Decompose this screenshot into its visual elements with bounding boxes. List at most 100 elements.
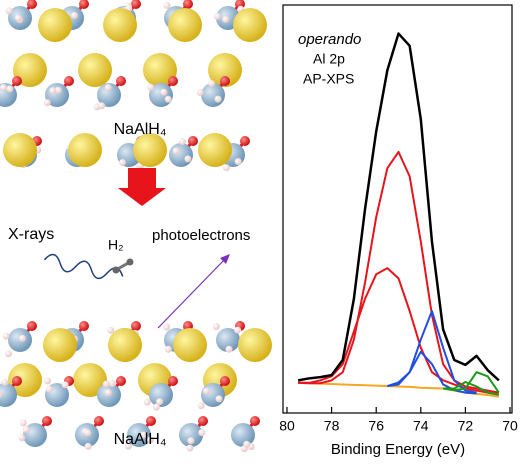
- h-atom: [234, 158, 242, 166]
- o-atom: [188, 136, 198, 146]
- na-atom: [198, 133, 232, 167]
- xray-wave: [43, 253, 124, 280]
- h-atom: [163, 1, 171, 9]
- o-atom: [220, 376, 230, 386]
- o-atom: [250, 416, 260, 426]
- na-atom: [78, 53, 112, 87]
- o-atom: [198, 416, 208, 426]
- x-tick-label: 72: [458, 418, 474, 434]
- o-atom: [27, 321, 37, 331]
- spectrum-line: [387, 350, 477, 395]
- h-atom: [54, 86, 62, 94]
- h2-label: H₂: [108, 237, 124, 253]
- o-atom: [94, 416, 104, 426]
- h-atom: [18, 434, 26, 442]
- al-atom: [97, 83, 121, 107]
- o-atom: [12, 76, 22, 86]
- h-atom: [18, 334, 26, 342]
- o-atom: [79, 0, 89, 9]
- h-atom: [203, 387, 211, 395]
- al-atom: [149, 383, 173, 407]
- material-label: NaAlH₄: [114, 431, 167, 448]
- na-atom: [43, 328, 77, 362]
- h-atom: [234, 326, 242, 334]
- h-atom: [98, 102, 106, 110]
- o-atom: [42, 416, 52, 426]
- h-atom: [156, 398, 164, 406]
- spectrum-line: [298, 150, 500, 394]
- annotation: Al 2p: [313, 51, 345, 67]
- h-atom: [61, 381, 69, 389]
- al-atom: [201, 383, 225, 407]
- h-atom: [222, 15, 230, 23]
- o-atom: [131, 0, 141, 9]
- plot-frame: [282, 4, 513, 414]
- na-atom: [73, 363, 107, 397]
- o-atom: [79, 321, 89, 331]
- na-atom: [233, 8, 267, 42]
- h-atom: [84, 442, 92, 450]
- x-tick-label: 74: [413, 418, 429, 434]
- h-atom: [5, 350, 13, 358]
- h-atom: [164, 95, 172, 103]
- h-atom: [152, 403, 160, 411]
- na-atom: [68, 133, 102, 167]
- h-atom: [49, 87, 57, 95]
- photoelectron-arrow: [157, 257, 227, 329]
- na-atom: [103, 8, 137, 42]
- xrays-label: X-rays: [8, 226, 54, 243]
- al-atom: [216, 328, 240, 352]
- h-atom: [147, 83, 155, 91]
- na-atom: [168, 8, 202, 42]
- na-atom: [38, 8, 72, 42]
- h-atom: [44, 377, 52, 385]
- h-atom: [0, 391, 3, 398]
- annotation: operando: [298, 31, 361, 48]
- h-atom: [0, 84, 7, 92]
- spectrum-line: [387, 310, 477, 394]
- h-atom: [104, 389, 112, 397]
- material-label: NaAlH₄: [114, 121, 167, 138]
- na-atom: [133, 133, 167, 167]
- al-atom: [127, 423, 151, 447]
- h-atom: [107, 326, 115, 334]
- al-atom: [231, 423, 255, 447]
- h-atom: [140, 431, 148, 439]
- o-atom: [116, 76, 126, 86]
- o-atom: [168, 76, 178, 86]
- h-atom: [84, 429, 92, 437]
- o-atom: [168, 376, 178, 386]
- h-atom: [2, 332, 10, 340]
- h-atom: [196, 89, 204, 97]
- h-atom: [172, 147, 180, 155]
- h-atom: [164, 345, 172, 353]
- na-atom: [13, 53, 47, 87]
- h-atom: [146, 436, 154, 444]
- h-atom: [108, 379, 116, 387]
- al-atom: [0, 383, 17, 407]
- h-atom: [212, 323, 220, 331]
- na-atom: [143, 53, 177, 87]
- h-atom: [45, 385, 53, 393]
- h-atom: [222, 164, 230, 172]
- al-atom: [179, 423, 203, 447]
- o-atom: [27, 0, 37, 9]
- na-atom: [173, 328, 207, 362]
- h-atom: [208, 80, 216, 88]
- o-atom: [12, 376, 22, 386]
- x-tick-label: 78: [324, 418, 340, 434]
- h-atom: [104, 84, 112, 92]
- h-atom: [213, 12, 221, 20]
- h-atom: [143, 398, 151, 406]
- h-atom: [179, 138, 187, 146]
- h-atom: [19, 419, 27, 427]
- o-atom: [240, 136, 250, 146]
- h-atom: [22, 426, 30, 434]
- h-atom: [243, 440, 251, 448]
- h-atom: [6, 85, 14, 93]
- red-arrow: [118, 168, 166, 206]
- arrow-head: [220, 254, 230, 264]
- h-atom: [214, 95, 222, 103]
